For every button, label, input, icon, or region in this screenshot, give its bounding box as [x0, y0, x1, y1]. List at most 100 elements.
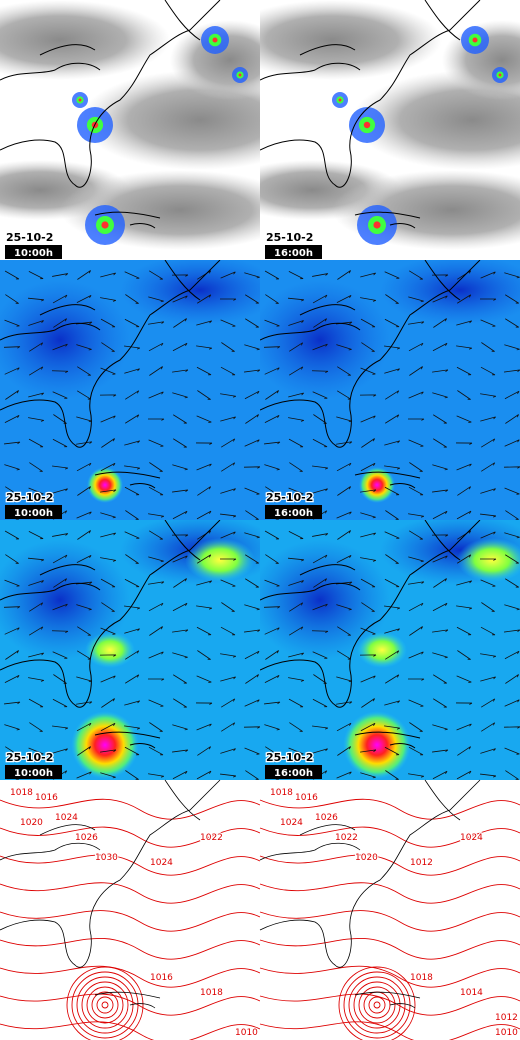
wind-arrow — [456, 345, 473, 350]
isobar-label: 1016 — [295, 793, 318, 803]
time-box — [5, 245, 62, 259]
wind-arrow — [245, 414, 259, 424]
wind-arrow — [480, 626, 496, 636]
wind-arrow — [384, 465, 401, 470]
wind-arrow — [197, 486, 211, 496]
wind-arrow — [172, 770, 188, 780]
wind-arrow — [100, 297, 117, 302]
wind-arrow — [385, 414, 400, 424]
precip-peak — [373, 221, 381, 229]
wind-arrow — [360, 318, 376, 328]
wind-arrow — [149, 366, 163, 376]
wind-arrow — [124, 271, 140, 279]
wind-arrow — [53, 318, 67, 328]
wind-arrow — [409, 626, 423, 636]
wind-arrow — [148, 513, 165, 518]
wind-arrow — [288, 677, 305, 682]
wind-arrow — [312, 273, 329, 277]
wind-arrow — [148, 651, 164, 659]
wind-arrow — [29, 602, 44, 612]
wind-arrow — [149, 462, 163, 472]
wind-arrow — [219, 298, 237, 301]
wind-arrow — [457, 554, 472, 564]
wind-arrow — [124, 628, 140, 634]
map-panel: 25-10-2 10:00h — [0, 0, 260, 260]
wind-arrow — [195, 702, 213, 705]
wind-arrow — [361, 342, 375, 352]
isobar — [259, 937, 520, 960]
wind-arrow — [288, 652, 305, 658]
time-label: 16:00h — [274, 768, 313, 779]
wind-arrow — [504, 650, 520, 660]
wind-arrow — [480, 438, 496, 448]
wind-arrow — [245, 510, 259, 520]
wind-arrow — [432, 770, 448, 780]
wind-arrow — [337, 746, 351, 756]
wind-arrow — [336, 604, 352, 611]
wind-arrow — [100, 489, 117, 493]
wind-arrow — [101, 342, 115, 352]
wind-arrow — [265, 390, 279, 400]
wind-arrow — [288, 580, 304, 586]
wind-arrow — [76, 511, 92, 519]
wind-arrow — [408, 439, 424, 447]
wind-arrow — [385, 554, 399, 564]
wind-arrow — [384, 318, 400, 328]
wind-arrow — [100, 578, 116, 588]
wind-arrow — [221, 602, 235, 612]
wind-arrow — [124, 700, 140, 706]
wind-arrow — [172, 369, 189, 373]
wind-arrow — [337, 626, 351, 636]
wind-arrow — [124, 578, 140, 588]
wind-arrow — [505, 318, 519, 328]
wind-arrow — [407, 418, 425, 421]
wind-arrow — [289, 722, 303, 732]
wind-arrow — [148, 439, 164, 447]
wind-arrow — [457, 390, 471, 400]
wind-arrow — [51, 630, 69, 633]
wind-arrow — [264, 701, 281, 705]
wind-arrow — [5, 294, 19, 304]
coastline — [260, 0, 481, 229]
low-wind — [260, 280, 390, 400]
wind-arrow — [124, 318, 140, 328]
time-label: 10:00h — [14, 768, 53, 779]
wind-arrow — [360, 297, 377, 302]
wind-arrow — [312, 465, 329, 470]
wind-arrow — [432, 555, 448, 563]
wind-arrow — [52, 488, 68, 494]
isobar-label: 1026 — [75, 833, 98, 843]
wind-arrow — [220, 773, 237, 778]
wind-arrow — [171, 274, 189, 277]
map-panel: 25-10-2 16:00h — [260, 260, 520, 520]
wind-arrow — [433, 438, 447, 448]
wind-arrow — [196, 675, 212, 683]
wind-arrow — [480, 676, 496, 682]
wind-arrow — [480, 319, 496, 327]
isobar-label: 1016 — [35, 793, 58, 803]
wind-arrow — [28, 271, 44, 280]
wind-arrow — [288, 392, 305, 398]
isobar-low — [353, 981, 401, 1029]
wind-arrow — [172, 464, 188, 471]
wind-arrow — [148, 581, 165, 585]
wind-arrow — [504, 487, 520, 495]
wind-arrow — [148, 342, 164, 352]
isobar-label: 1024 — [460, 833, 483, 843]
wind-arrow — [313, 578, 327, 588]
wind-arrow — [220, 698, 236, 708]
isobar-label: 1024 — [280, 818, 303, 828]
wind-arrow — [4, 270, 20, 280]
wind-arrow — [99, 394, 117, 397]
wind-arrow — [148, 746, 164, 756]
wind-arrow — [480, 393, 497, 398]
wind-arrow — [432, 342, 448, 352]
wind-arrow — [433, 318, 447, 328]
coastline — [0, 779, 221, 1009]
wind-arrow — [456, 320, 472, 326]
wind-arrow — [455, 702, 473, 705]
wind-arrow — [52, 748, 68, 754]
wind-arrow — [408, 391, 424, 399]
